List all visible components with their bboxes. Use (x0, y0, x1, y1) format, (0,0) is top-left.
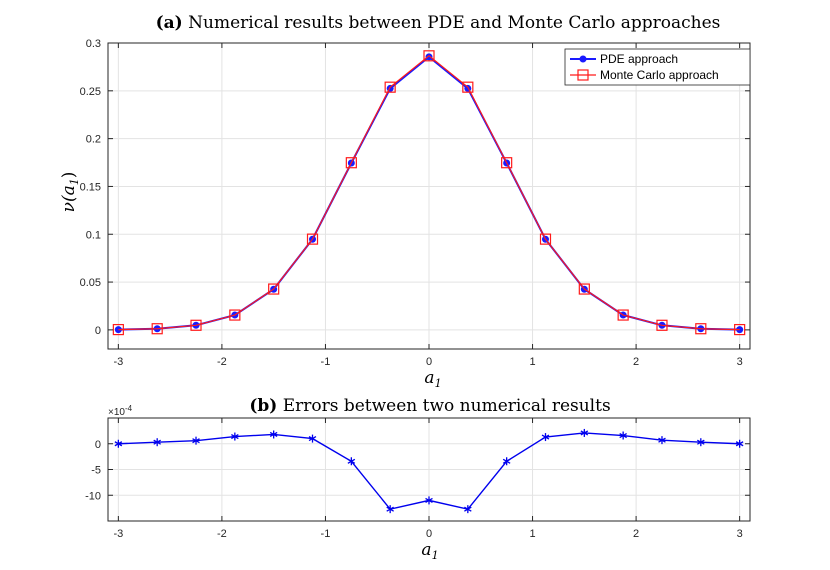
mc-point (190, 319, 202, 331)
error-point (269, 430, 278, 439)
pde-point (425, 53, 433, 61)
mc-point (112, 323, 124, 336)
chart-a-series (112, 50, 746, 336)
chart-b-xlabel: a1 (421, 540, 438, 562)
chart-b-exponent: ×10-4 (108, 404, 133, 418)
error-point (580, 428, 589, 437)
mc-point (384, 81, 396, 93)
mc-point (345, 157, 357, 169)
mc-point (423, 50, 435, 62)
error-point (735, 439, 744, 448)
y-tick-label: 0 (95, 325, 101, 337)
x-tick-label: 2 (633, 356, 639, 368)
mc-point (151, 323, 163, 335)
x-tick-label: -2 (217, 356, 227, 368)
error-point (308, 434, 317, 443)
chart-b-series (114, 428, 744, 514)
error-point (386, 505, 394, 514)
error-point (192, 436, 200, 445)
y-tick-label: 0.15 (80, 181, 101, 193)
error-point (114, 439, 123, 448)
error-point (619, 431, 627, 440)
chart-a-xlabel: a1 (424, 368, 441, 390)
legend-marker-mc (577, 69, 589, 81)
mc-point (229, 309, 241, 321)
legend-box (564, 48, 751, 86)
y-tick-label: 0 (95, 439, 101, 451)
mc-point (578, 283, 590, 295)
chart-b-title: (b) Errors between two numerical results (249, 396, 610, 416)
error-point (697, 438, 705, 447)
error-point (347, 457, 356, 466)
y-tick-label: -5 (91, 465, 101, 477)
mc-point (501, 157, 513, 169)
error-point (231, 432, 239, 441)
mc-point (268, 283, 280, 295)
x-tick-label: 2 (633, 528, 639, 540)
y-tick-label: 0.25 (80, 86, 101, 98)
chart-a-grid (108, 42, 750, 349)
error-point (425, 496, 433, 505)
error-point (658, 436, 666, 445)
mc-point (734, 323, 746, 336)
chart-b-grid (108, 418, 750, 521)
series-line-square (118, 55, 740, 331)
y-tick-label: 0.2 (86, 134, 101, 146)
x-tick-label: -1 (321, 356, 331, 368)
y-tick-label: 0.1 (86, 229, 101, 241)
mc-point (539, 233, 552, 245)
x-tick-label: -3 (113, 528, 123, 540)
y-tick-label: -10 (85, 490, 101, 502)
x-tick-label: -1 (321, 528, 331, 540)
x-tick-label: 0 (426, 528, 432, 540)
x-tick-label: 0 (426, 356, 432, 368)
legend-label-pde: PDE approach (600, 52, 678, 66)
legend: PDE approach Monte Carlo approach (564, 48, 751, 86)
x-tick-label: 1 (529, 356, 535, 368)
chart-a: (a) Numerical results between PDE and Mo… (59, 13, 751, 390)
chart-b-ticks: -3 -2 -1 0 1 2 3-10-50 (85, 418, 750, 540)
error-point (153, 438, 161, 447)
x-tick-label: -3 (113, 356, 123, 368)
y-tick-label: 0.05 (80, 277, 101, 289)
x-tick-label: 3 (737, 356, 743, 368)
chart-b: (b) Errors between two numerical results… (85, 396, 751, 562)
mc-point (656, 319, 668, 331)
x-tick-label: 1 (529, 528, 535, 540)
mc-point (617, 309, 629, 321)
chart-a-ticks: -3 -2 -1 0 1 2 3 0 0.05 0.1 0.15 0.2 0.25 0.3 (80, 38, 750, 368)
x-tick-label: 3 (737, 528, 743, 540)
error-point (541, 433, 550, 442)
legend-label-mc: Monte Carlo approach (600, 68, 719, 82)
y-tick-label: 0.3 (86, 38, 101, 50)
chart-a-title: (a) Numerical results between PDE and Mo… (156, 13, 721, 33)
mc-point (695, 323, 707, 335)
chart-a-ylabel: ν(a1) (59, 172, 81, 213)
legend-marker-pde (579, 55, 587, 63)
error-point (464, 505, 472, 514)
x-tick-label: -2 (217, 528, 227, 540)
error-point (502, 457, 511, 466)
mc-point (462, 81, 474, 93)
mc-point (306, 233, 319, 245)
